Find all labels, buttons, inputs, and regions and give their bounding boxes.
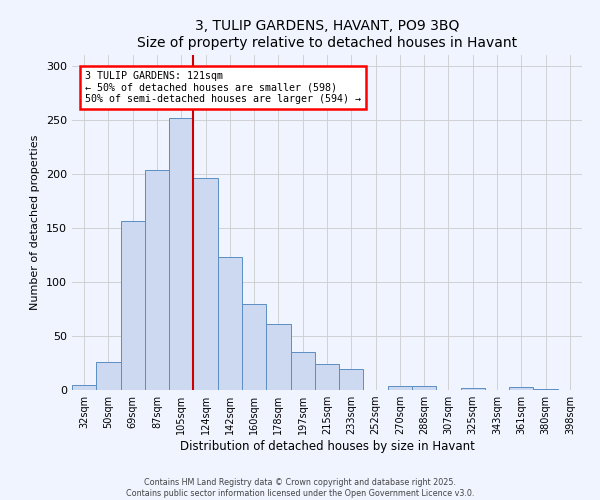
Text: 3 TULIP GARDENS: 121sqm
← 50% of detached houses are smaller (598)
50% of semi-d: 3 TULIP GARDENS: 121sqm ← 50% of detache… — [85, 71, 361, 104]
Bar — [388, 386, 412, 390]
Text: Contains HM Land Registry data © Crown copyright and database right 2025.
Contai: Contains HM Land Registry data © Crown c… — [126, 478, 474, 498]
Bar — [266, 324, 290, 390]
Bar — [96, 362, 121, 390]
Bar — [193, 178, 218, 390]
Bar — [315, 364, 339, 390]
Bar — [290, 352, 315, 390]
Bar — [72, 384, 96, 390]
Bar — [242, 304, 266, 390]
Y-axis label: Number of detached properties: Number of detached properties — [31, 135, 40, 310]
Bar — [145, 170, 169, 390]
Bar — [169, 118, 193, 390]
Bar — [218, 257, 242, 390]
Bar — [509, 387, 533, 390]
Bar — [121, 222, 145, 390]
Bar — [339, 370, 364, 390]
Bar — [461, 388, 485, 390]
Bar — [412, 386, 436, 390]
X-axis label: Distribution of detached houses by size in Havant: Distribution of detached houses by size … — [179, 440, 475, 453]
Title: 3, TULIP GARDENS, HAVANT, PO9 3BQ
Size of property relative to detached houses i: 3, TULIP GARDENS, HAVANT, PO9 3BQ Size o… — [137, 20, 517, 50]
Bar — [533, 389, 558, 390]
